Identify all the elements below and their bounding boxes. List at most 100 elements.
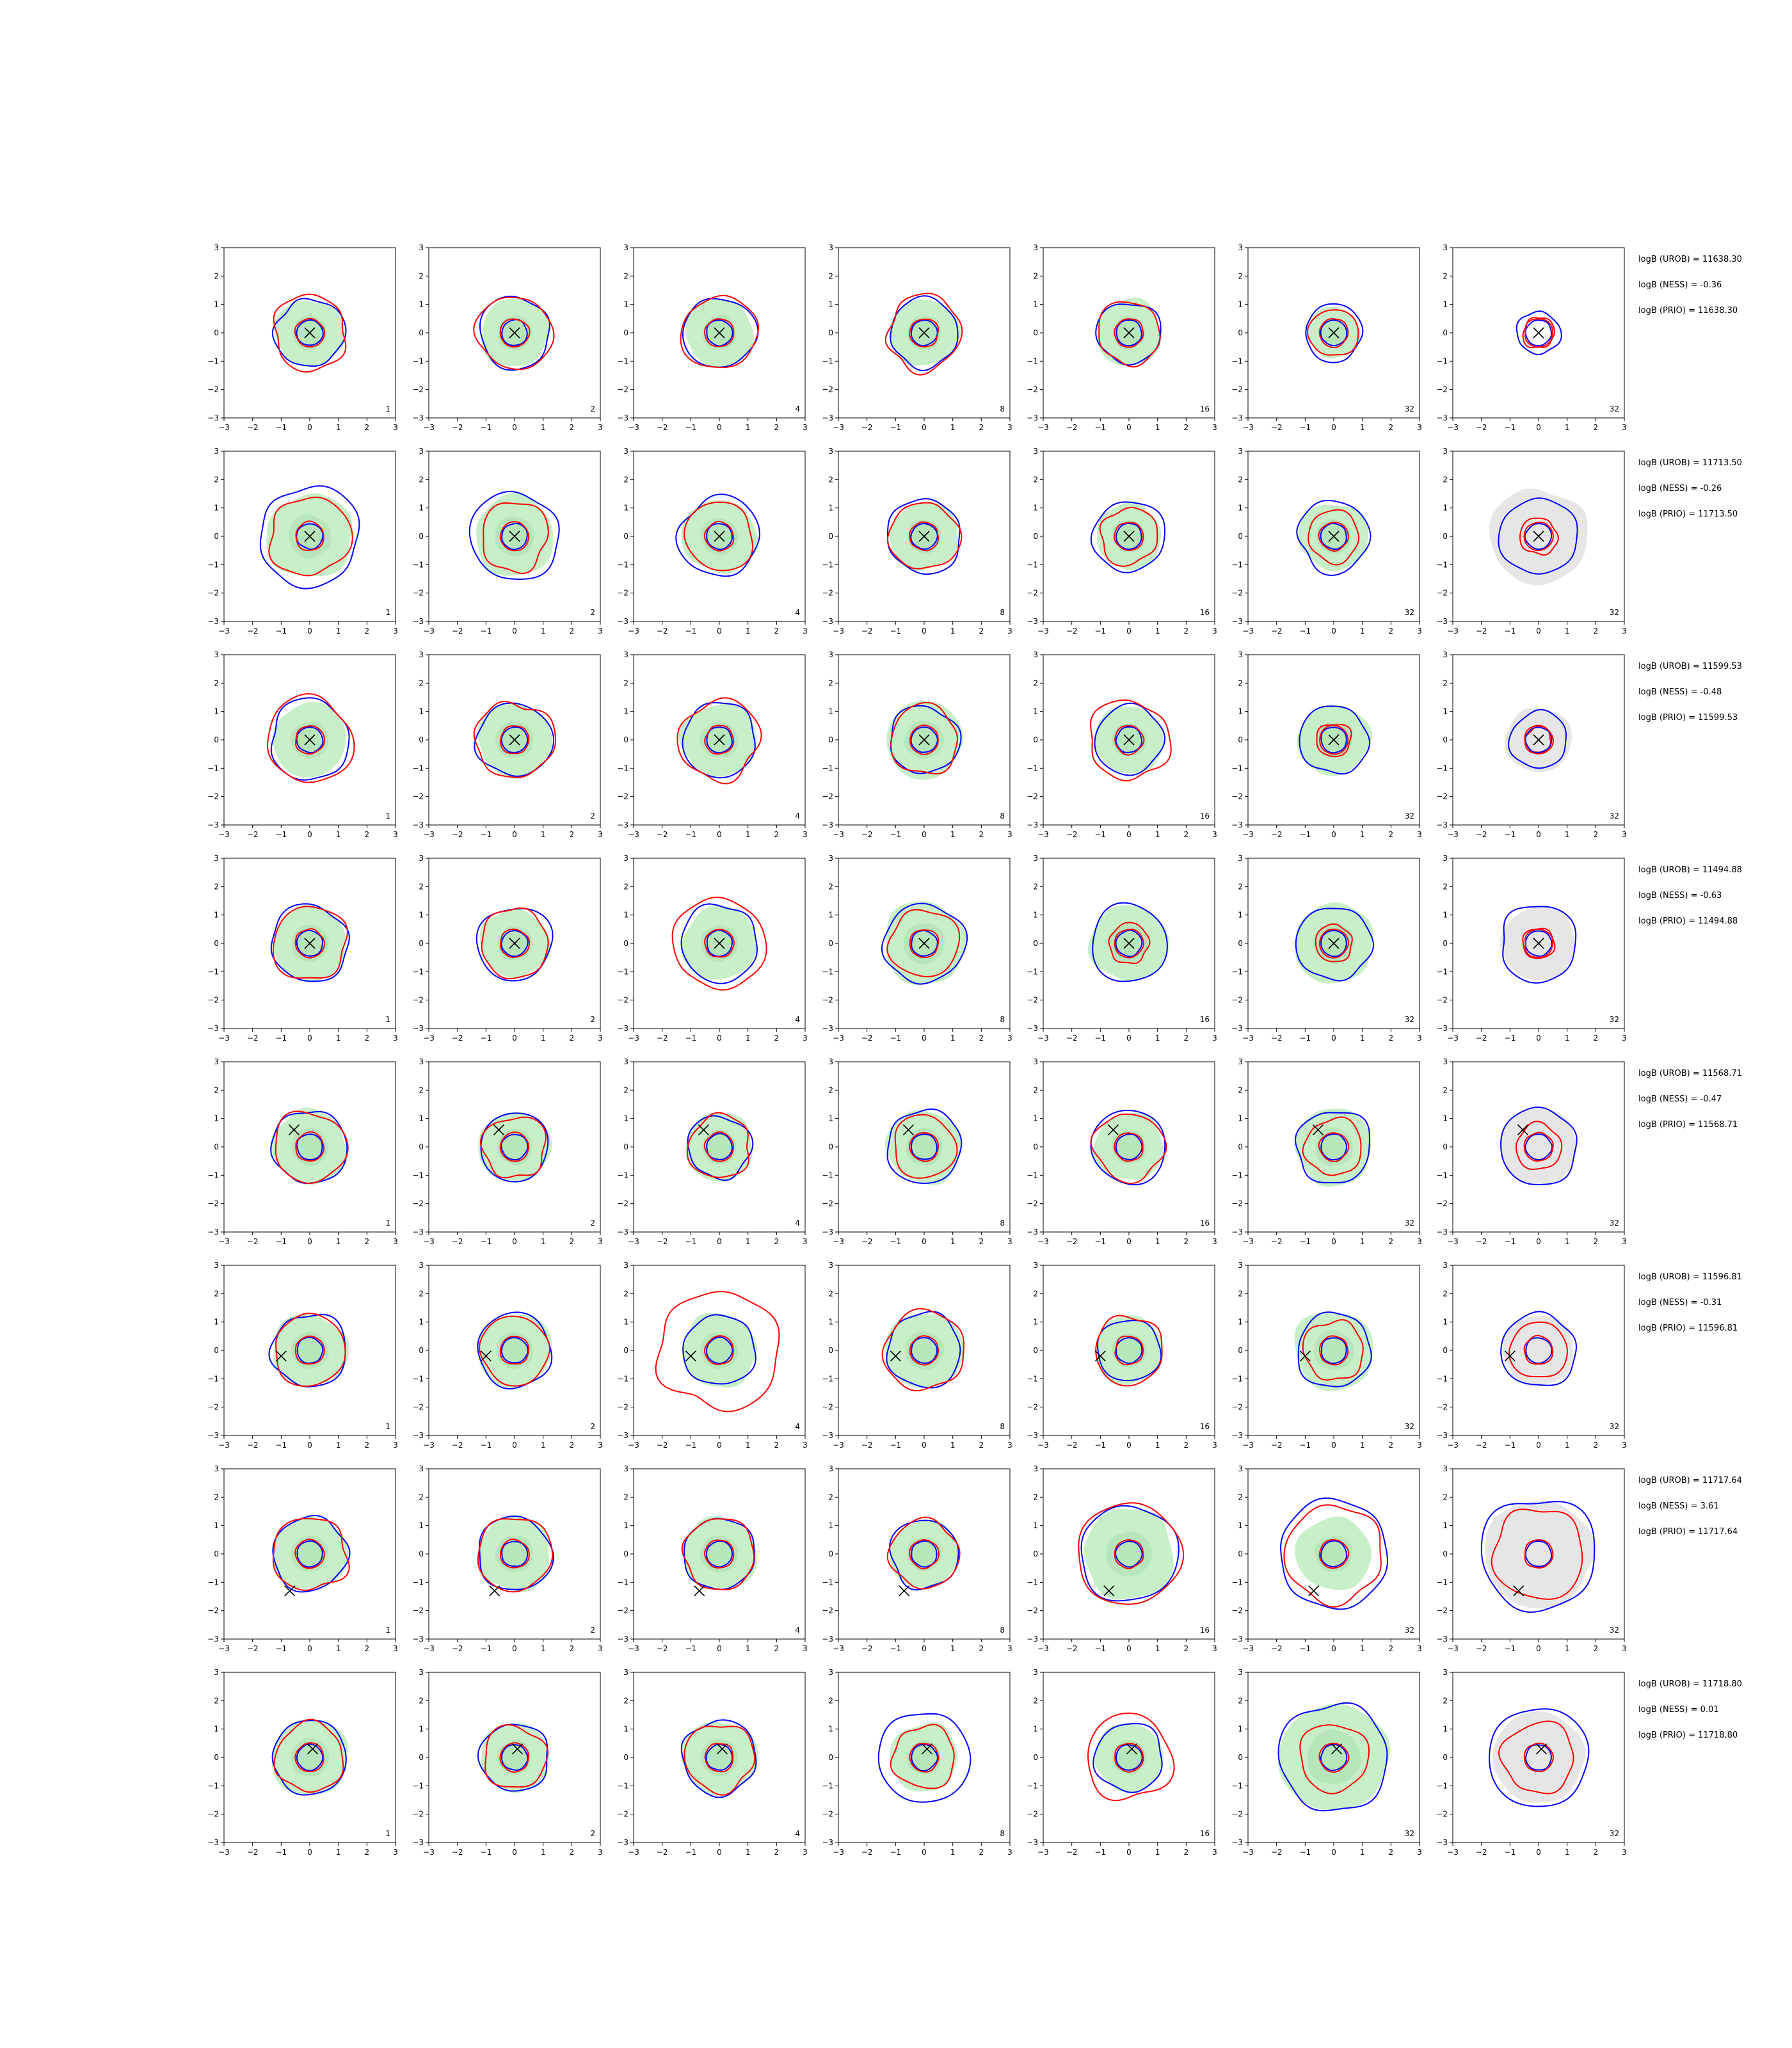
red-contour-inner bbox=[704, 724, 735, 755]
y-tick-label: −2 bbox=[412, 385, 424, 394]
y-tick-label: −1 bbox=[822, 1781, 833, 1790]
y-tick-label: 0 bbox=[1238, 1753, 1243, 1762]
panel-count-label: 32 bbox=[1610, 404, 1619, 413]
red-contour-outer bbox=[655, 1290, 780, 1412]
truth-marker bbox=[480, 1350, 492, 1362]
row-stats-2: logB (UROB) = 11713.50 logB (NESS) = -0.2… bbox=[1638, 458, 1742, 519]
posterior-fill-inner bbox=[1112, 1130, 1146, 1164]
red-contour-outer bbox=[272, 1517, 350, 1591]
blue-contour-inner bbox=[501, 1540, 529, 1567]
x-tick-label: −2 bbox=[861, 1237, 873, 1246]
blue-contour-outer bbox=[680, 1719, 757, 1798]
y-tick-label: 3 bbox=[419, 1668, 424, 1677]
y-tick-label: 2 bbox=[1238, 1085, 1243, 1094]
y-tick-label: 1 bbox=[419, 911, 424, 920]
y-tick-label: 1 bbox=[419, 300, 424, 309]
y-tick-label: 1 bbox=[1033, 1725, 1038, 1734]
blue-contour-outer bbox=[1277, 1702, 1388, 1812]
panel-count-label: 32 bbox=[1405, 608, 1414, 617]
x-tick-label: 2 bbox=[365, 1848, 370, 1857]
x-tick-label: 1 bbox=[950, 627, 956, 636]
y-tick-label: 2 bbox=[1238, 271, 1243, 280]
x-tick-label: 0 bbox=[512, 1848, 517, 1857]
panel-r1-c1: −3−3 −2 −2 −1 −1 0 0 1 1 2 2 3 3 1 bbox=[207, 243, 398, 432]
panel-r1-c2: −3−3 −2 −2 −1 −1 0 0 1 1 2 2 3 3 2 bbox=[412, 243, 603, 432]
x-tick-label: −3 bbox=[423, 627, 435, 636]
panel-r2-c4: −3−3 −2 −2 −1 −1 0 0 1 1 2 2 3 3 8 bbox=[822, 447, 1012, 636]
y-tick-label: 0 bbox=[623, 532, 628, 541]
y-tick-label: 1 bbox=[828, 1318, 833, 1327]
truth-marker bbox=[1533, 734, 1544, 746]
red-contour-inner bbox=[1319, 724, 1349, 755]
x-tick-label: 2 bbox=[570, 423, 575, 432]
prior-region bbox=[1492, 1711, 1586, 1803]
red-contour-outer bbox=[275, 1312, 346, 1387]
y-tick-label: −2 bbox=[207, 589, 219, 598]
y-tick-label: 3 bbox=[623, 1464, 628, 1473]
y-tick-label: −1 bbox=[1436, 560, 1448, 569]
x-tick-label: 1 bbox=[1565, 1848, 1570, 1857]
x-tick-label: 3 bbox=[393, 1644, 398, 1653]
row-7-stat-3: logB (PRIO) = 11717.64 bbox=[1638, 1527, 1738, 1537]
x-tick-label: 3 bbox=[598, 1034, 603, 1043]
x-tick-label: 0 bbox=[512, 1644, 517, 1653]
y-tick-label: 2 bbox=[1238, 1696, 1243, 1705]
y-tick-label: 1 bbox=[214, 1318, 219, 1327]
x-tick-label: 3 bbox=[803, 1644, 808, 1653]
blue-contour-outer bbox=[1500, 1106, 1578, 1186]
y-tick-label: −3 bbox=[1231, 1431, 1243, 1440]
blue-contour-inner bbox=[1320, 1744, 1348, 1772]
y-tick-label: −2 bbox=[1027, 996, 1038, 1005]
panel-r1-c7: −3−3 −2 −2 −1 −1 0 0 1 1 2 2 3 3 32 bbox=[1436, 243, 1627, 432]
x-tick-label: −1 bbox=[685, 423, 696, 432]
blue-contour-inner bbox=[1320, 1133, 1348, 1161]
x-tick-label: −1 bbox=[275, 1644, 287, 1653]
y-tick-label: 3 bbox=[828, 650, 833, 659]
row-7-stat-1: logB (UROB) = 11717.64 bbox=[1638, 1476, 1742, 1485]
x-tick-label: −3 bbox=[423, 1237, 435, 1246]
truth-marker bbox=[1533, 938, 1544, 949]
y-tick-label: 0 bbox=[623, 735, 628, 744]
y-tick-label: 2 bbox=[1238, 1492, 1243, 1501]
y-tick-label: −2 bbox=[207, 1199, 219, 1208]
panel-count-label: 4 bbox=[795, 1626, 800, 1635]
y-tick-label: −1 bbox=[1027, 1171, 1038, 1180]
red-contour-outer bbox=[1522, 317, 1555, 349]
y-tick-label: −3 bbox=[1436, 1024, 1448, 1033]
x-tick-label: −1 bbox=[685, 1848, 696, 1857]
x-tick-label: 3 bbox=[1622, 1644, 1627, 1653]
x-tick-label: 2 bbox=[1184, 1237, 1189, 1246]
x-tick-label: 3 bbox=[1417, 627, 1422, 636]
x-tick-label: −2 bbox=[1476, 423, 1487, 432]
x-tick-label: −3 bbox=[628, 1237, 639, 1246]
x-tick-label: 2 bbox=[1389, 1644, 1394, 1653]
y-tick-label: 3 bbox=[623, 1668, 628, 1677]
panel-r6-c3: −3−3 −2 −2 −1 −1 0 0 1 1 2 2 3 3 4 bbox=[617, 1261, 808, 1450]
blue-contour-inner bbox=[1116, 1744, 1143, 1771]
x-tick-label: 2 bbox=[1184, 1644, 1189, 1653]
y-tick-label: 0 bbox=[623, 1549, 628, 1558]
x-tick-label: 1 bbox=[1155, 830, 1160, 839]
truth-marker bbox=[509, 938, 520, 949]
y-tick-label: −2 bbox=[1231, 1606, 1243, 1615]
y-tick-label: 3 bbox=[1238, 447, 1243, 456]
x-tick-label: 2 bbox=[1389, 1237, 1394, 1246]
y-tick-label: −1 bbox=[207, 356, 219, 365]
y-tick-label: −2 bbox=[822, 996, 833, 1005]
y-tick-label: 0 bbox=[1443, 328, 1448, 337]
x-tick-label: 2 bbox=[365, 1237, 370, 1246]
truth-marker bbox=[304, 938, 316, 949]
y-tick-label: −1 bbox=[412, 1578, 424, 1587]
row-5-stat-3: logB (PRIO) = 11568.71 bbox=[1638, 1120, 1738, 1130]
x-tick-label: 2 bbox=[1184, 627, 1189, 636]
x-tick-label: 3 bbox=[1212, 830, 1217, 839]
panel-r8-c4: −3−3 −2 −2 −1 −1 0 0 1 1 2 2 3 3 8 bbox=[822, 1668, 1012, 1857]
x-tick-label: 1 bbox=[541, 830, 546, 839]
blue-contour-inner bbox=[911, 1744, 938, 1772]
y-tick-label: 1 bbox=[214, 911, 219, 920]
y-tick-label: −1 bbox=[1231, 1578, 1243, 1587]
x-tick-label: −3 bbox=[1447, 1441, 1459, 1450]
panel-count-label: 16 bbox=[1200, 1829, 1210, 1838]
red-contour-outer bbox=[484, 1724, 549, 1788]
